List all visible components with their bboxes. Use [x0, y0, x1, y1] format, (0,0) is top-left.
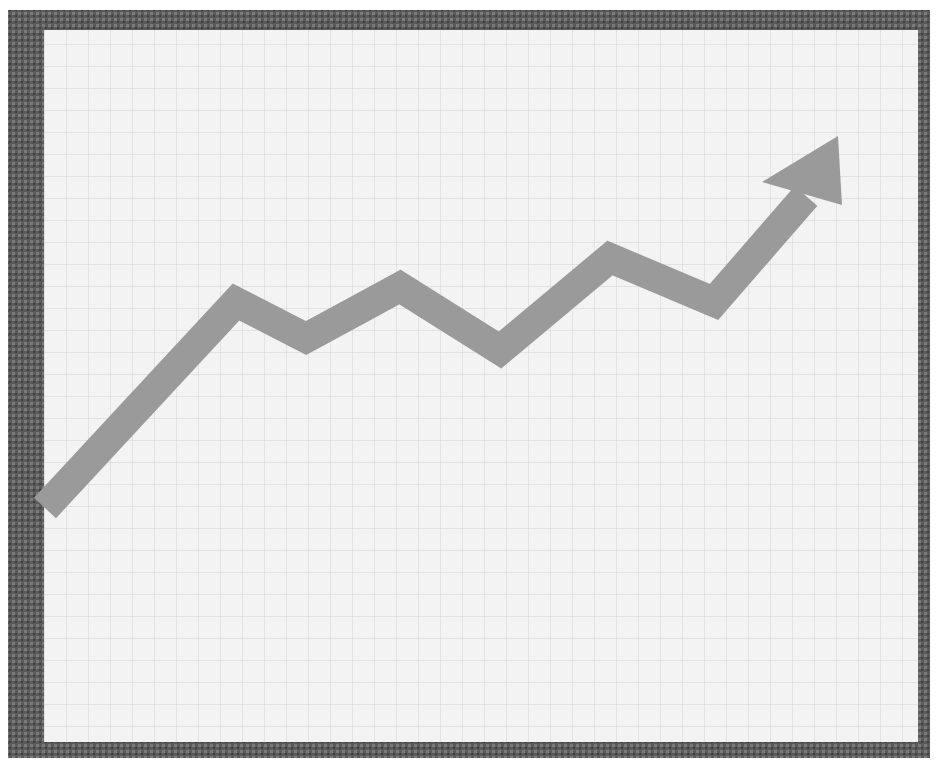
trend-picture [0, 0, 937, 763]
page [0, 0, 937, 763]
